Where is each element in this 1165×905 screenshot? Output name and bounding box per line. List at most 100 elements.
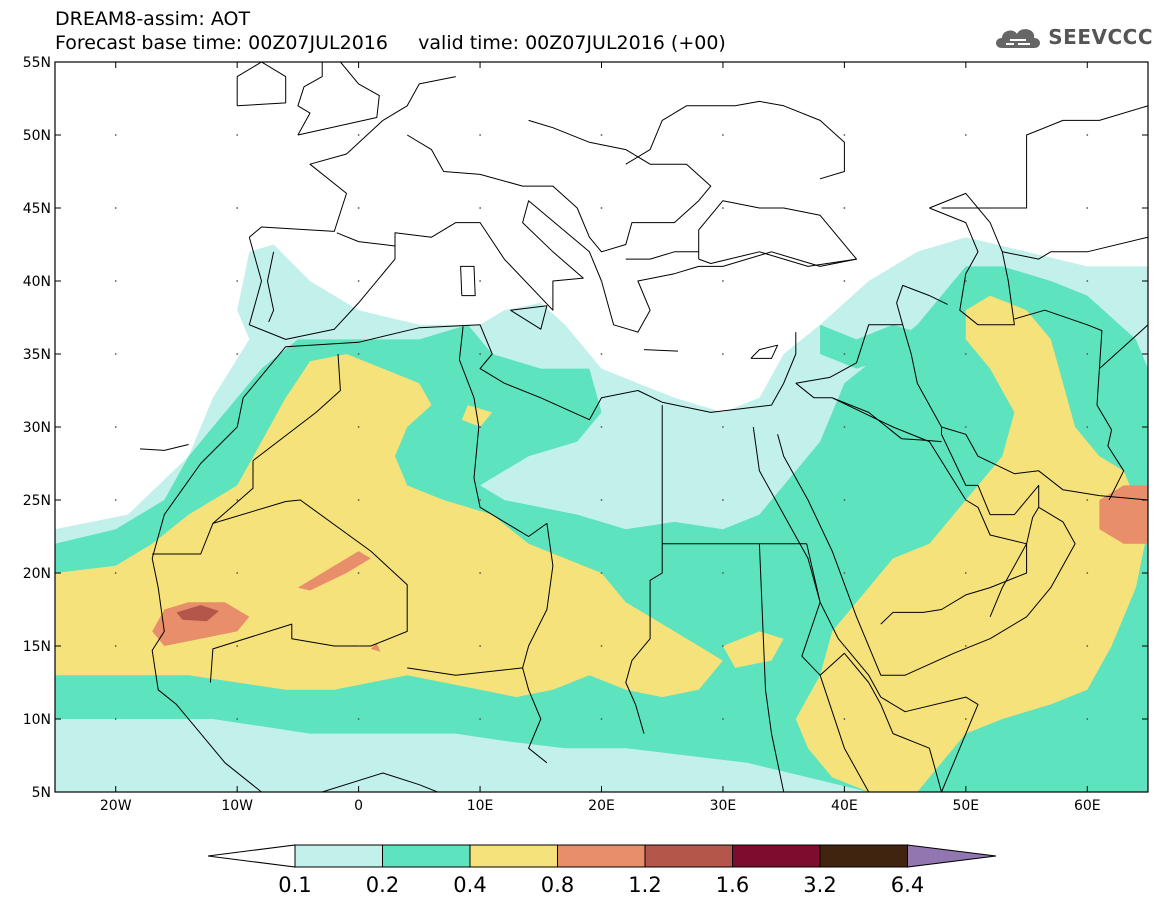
- grid-dot: [843, 718, 846, 720]
- grid-dot: [114, 572, 117, 574]
- grid-dot: [479, 134, 481, 136]
- grid-dot: [236, 426, 239, 428]
- grid-dot: [843, 280, 846, 282]
- grid-dot: [964, 134, 967, 136]
- lat-tick-label: 10N: [23, 712, 51, 728]
- coast-caspian: [929, 192, 1015, 326]
- border-mali: [209, 499, 408, 683]
- aot-0.2-patch: [820, 324, 918, 369]
- grid-dot: [479, 572, 481, 574]
- grid-dot: [479, 353, 481, 355]
- grid-dot: [1086, 134, 1089, 136]
- colorbar-label: 1.2: [628, 873, 661, 897]
- coast-crete: [643, 349, 679, 352]
- grid-dot: [600, 134, 603, 136]
- aot-0.8-mauritania: [152, 602, 250, 646]
- lon-tick-label: 40E: [831, 798, 858, 814]
- grid-dot: [236, 134, 239, 136]
- grid-dot: [357, 499, 360, 501]
- border-balkans: [625, 251, 699, 260]
- grid-dots: [114, 134, 1089, 720]
- grid-dot: [479, 645, 481, 647]
- lat-tick-label: 15N: [23, 639, 51, 655]
- lat-tick-label: 5N: [32, 785, 51, 801]
- lat-tick-label: 35N: [23, 347, 51, 363]
- colorbar-label: 0.2: [366, 873, 399, 897]
- grid-dot: [600, 499, 603, 501]
- colorbar-box: [732, 844, 821, 868]
- lat-tick-label: 20N: [23, 566, 51, 582]
- coast-sardinia: [460, 265, 476, 297]
- lon-tick-label: 10W: [221, 798, 253, 814]
- grid-dot: [357, 134, 360, 136]
- border-saudi: [831, 397, 1028, 625]
- grid-dot: [964, 207, 967, 209]
- coast-uk: [297, 62, 380, 136]
- grid-dot: [479, 207, 481, 209]
- border-pyrenees: [336, 232, 396, 247]
- grid-dot: [722, 572, 724, 574]
- grid-dot: [1086, 572, 1089, 574]
- grid-dot: [479, 718, 481, 720]
- grid-dot: [357, 572, 360, 574]
- grid-dot: [1086, 718, 1089, 720]
- grid-dot: [843, 645, 846, 647]
- cloud-icon: [996, 29, 1041, 48]
- lat-tick-label: 40N: [23, 274, 51, 290]
- colorbar-label: 6.4: [891, 873, 924, 897]
- border-algeria-libya-niger: [458, 326, 554, 669]
- grid-dot: [236, 645, 239, 647]
- aot-0.4-arabia: [795, 295, 1148, 792]
- grid-dot: [1086, 353, 1089, 355]
- colorbar-box: [557, 844, 646, 868]
- aot-0.8-pakistan: [1099, 485, 1148, 544]
- grid-dot: [722, 499, 724, 501]
- grid-dot: [600, 645, 603, 647]
- border-somalia: [868, 682, 942, 792]
- lon-tick-label: 0: [354, 798, 363, 814]
- coast-gulf-guinea: [261, 772, 439, 792]
- border-ethiopia: [819, 675, 870, 792]
- grid-dot: [600, 280, 603, 282]
- grid-dot: [114, 353, 117, 355]
- lon-tick-label: 60E: [1074, 798, 1101, 814]
- grid-dot: [964, 645, 967, 647]
- coast-iran: [941, 426, 1148, 501]
- grid-dot: [1086, 207, 1089, 209]
- grid-dot: [722, 718, 724, 720]
- grid-dot: [722, 207, 724, 209]
- grid-dot: [479, 280, 481, 282]
- colorbar-box: [382, 844, 471, 868]
- grid-dot: [114, 134, 117, 136]
- border-algeria-morocco: [252, 353, 341, 461]
- grid-dot: [600, 207, 603, 209]
- coast-arabia: [777, 427, 1076, 676]
- border-iran-east: [1014, 309, 1125, 501]
- seevccc-logo: SEEVCCC: [992, 22, 1153, 52]
- colorbar-label: 0.1: [278, 873, 311, 897]
- country-borders: [139, 62, 1148, 792]
- grid-dot: [114, 645, 117, 647]
- axes: 55N 50N 45N 40N 35N 30N 25N 20N 15N 10N 5N 20W 10W 0 1…: [23, 55, 1148, 814]
- grid-dot: [114, 499, 117, 501]
- grid-dot: [843, 426, 846, 428]
- grid-dot: [114, 426, 117, 428]
- grid-dot: [114, 280, 117, 282]
- coast-uk-west: [297, 62, 323, 136]
- colorbar: 0.1 0.2 0.4 0.8 1.2 1.6 3.2 6.4: [207, 844, 997, 897]
- grid-dot: [114, 207, 117, 209]
- coast-west-africa: [151, 558, 262, 792]
- grid-dot: [236, 718, 239, 720]
- lat-tick-label: 30N: [23, 420, 51, 436]
- grid-dot: [357, 207, 360, 209]
- border-central-europe: [406, 119, 712, 253]
- forecast-time-line: Forecast base time: 00Z07JUL2016 valid t…: [55, 32, 726, 54]
- grid-dot: [843, 353, 846, 355]
- coast-cyprus: [750, 344, 779, 359]
- grid-dot: [964, 426, 967, 428]
- grid-dot: [722, 645, 724, 647]
- grid-dot: [843, 134, 846, 136]
- border-sudan-eritrea: [801, 543, 870, 683]
- lat-tick-label: 55N: [23, 55, 51, 71]
- border-egypt-sudan-chad: [625, 405, 663, 734]
